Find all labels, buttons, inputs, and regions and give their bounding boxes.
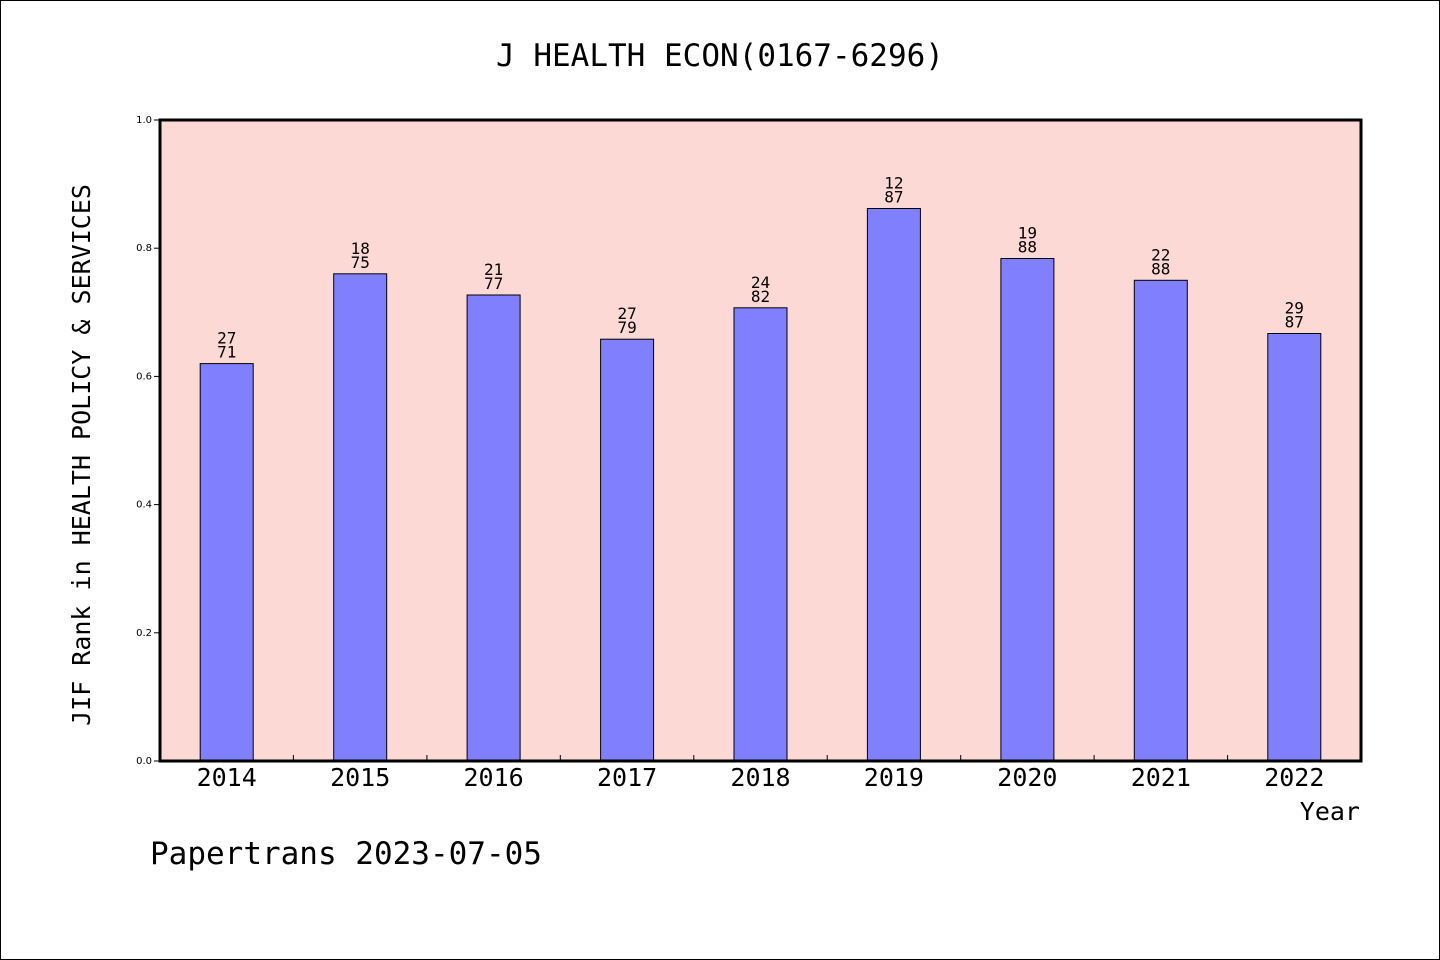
- bar-label-rank: 21: [484, 260, 503, 279]
- y-axis: 0.0 0.2 0.4 0.6 0.8 1.0: [136, 115, 160, 767]
- y-tick-label: 0.4: [136, 500, 152, 511]
- bar-2017: [600, 338, 655, 762]
- y-tick-label: 0.2: [136, 628, 152, 639]
- bar-2018: [733, 307, 788, 762]
- x-tick-label: 2019: [864, 763, 924, 792]
- bar-label-total: 87: [884, 188, 903, 207]
- x-axis-label: Year: [1300, 797, 1360, 826]
- bar-label-total: 77: [484, 274, 503, 293]
- x-tick-label: 2016: [463, 763, 523, 792]
- bar-2019: [866, 208, 921, 762]
- bar-label-total: 88: [1018, 238, 1037, 257]
- bar-label-total: 82: [751, 287, 770, 306]
- bar-2021: [1133, 279, 1188, 762]
- plot-border: [158, 118, 1363, 763]
- bar-label-rank: 22: [1151, 245, 1170, 264]
- bar-label-rank: 19: [1018, 224, 1037, 243]
- bar-label-rank: 12: [884, 174, 903, 193]
- bar-label-rank: 24: [751, 273, 770, 292]
- x-axis: 2014 2015 2016 2017 2018 2019 2020 2021 2022: [197, 755, 1324, 792]
- bar-label-total: 88: [1151, 259, 1170, 278]
- y-tick-label: 0.6: [136, 371, 152, 382]
- bar-label-rank: 27: [217, 329, 236, 348]
- bar-label-total: 71: [217, 343, 236, 362]
- x-tick-label: 2014: [197, 763, 257, 792]
- bar-label-rank: 29: [1285, 299, 1304, 318]
- bar-2020: [1000, 258, 1055, 762]
- x-tick-label: 2022: [1264, 763, 1324, 792]
- x-tick-label: 2020: [997, 763, 1057, 792]
- bar-label-total: 75: [351, 253, 370, 272]
- bar-label-total: 87: [1285, 313, 1304, 332]
- y-axis-label: JIF Rank in HEALTH POLICY & SERVICES: [67, 184, 96, 726]
- x-tick-label: 2015: [330, 763, 390, 792]
- x-tick-label: 2017: [597, 763, 657, 792]
- bars-group: [199, 208, 1322, 762]
- bar-2022: [1267, 333, 1322, 762]
- y-tick-label: 0.0: [136, 756, 152, 767]
- bar-2015: [333, 273, 388, 762]
- y-tick-label: 1.0: [136, 115, 152, 126]
- watermark-text: Papertrans 2023-07-05: [150, 836, 542, 872]
- bar-label-rank: 18: [351, 239, 370, 258]
- x-tick-label: 2021: [1131, 763, 1191, 792]
- bar-2014: [199, 363, 254, 762]
- bar-label-total: 79: [617, 318, 636, 337]
- x-tick-label: 2018: [730, 763, 790, 792]
- y-tick-label: 0.8: [136, 243, 152, 254]
- bar-2016: [466, 294, 521, 762]
- bar-label-rank: 27: [617, 304, 636, 323]
- chart-title: J HEALTH ECON(0167-6296): [496, 38, 944, 74]
